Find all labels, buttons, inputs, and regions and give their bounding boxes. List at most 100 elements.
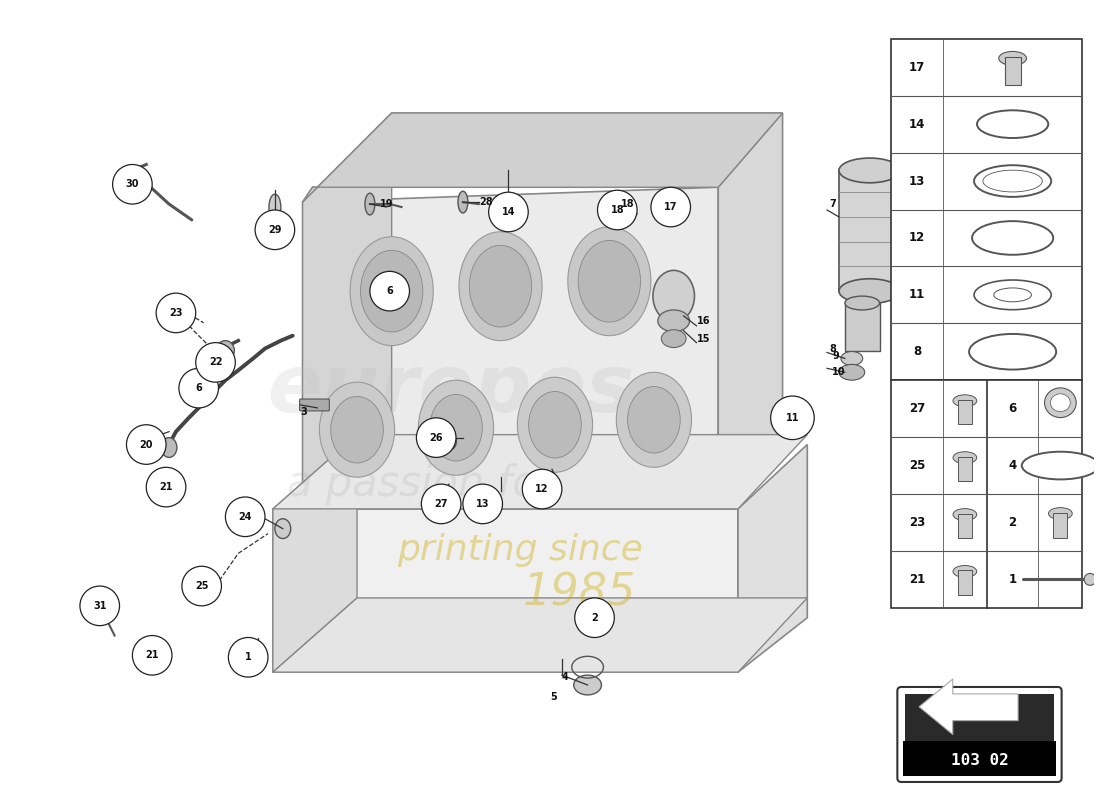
Circle shape [522, 470, 562, 509]
Ellipse shape [458, 191, 468, 213]
Text: 20: 20 [140, 439, 153, 450]
Circle shape [771, 396, 814, 439]
Ellipse shape [977, 110, 1048, 138]
Ellipse shape [331, 397, 384, 463]
Circle shape [226, 497, 265, 537]
Text: 25: 25 [195, 581, 208, 591]
Text: 11: 11 [909, 288, 925, 302]
Ellipse shape [1045, 388, 1076, 418]
Ellipse shape [840, 351, 862, 366]
Ellipse shape [217, 341, 234, 361]
Text: 12: 12 [909, 231, 925, 245]
Circle shape [229, 638, 268, 677]
Text: a passion for: a passion for [287, 463, 556, 505]
Text: 27: 27 [909, 402, 925, 415]
Ellipse shape [319, 382, 395, 477]
Ellipse shape [350, 237, 433, 346]
Ellipse shape [517, 378, 593, 472]
Text: 14: 14 [909, 118, 925, 130]
Circle shape [80, 586, 120, 626]
Text: 11: 11 [785, 413, 800, 423]
Text: 8: 8 [829, 343, 836, 354]
Ellipse shape [100, 601, 113, 618]
Text: 15: 15 [696, 334, 710, 344]
Text: 30: 30 [125, 179, 139, 190]
Text: 9: 9 [832, 351, 839, 362]
Text: 16: 16 [696, 316, 710, 326]
FancyBboxPatch shape [958, 514, 971, 538]
Ellipse shape [161, 438, 177, 458]
Ellipse shape [430, 394, 482, 461]
Text: 29: 29 [268, 225, 282, 234]
Circle shape [196, 342, 235, 382]
Text: 31: 31 [94, 601, 107, 611]
Ellipse shape [953, 566, 977, 578]
Ellipse shape [953, 395, 977, 406]
Circle shape [1085, 574, 1096, 586]
Text: 21: 21 [909, 573, 925, 586]
Text: 27: 27 [434, 499, 448, 509]
Ellipse shape [845, 296, 880, 310]
Text: 21: 21 [160, 482, 173, 492]
Polygon shape [920, 679, 1019, 734]
Text: 5: 5 [550, 692, 557, 702]
Text: 17: 17 [909, 61, 925, 74]
FancyBboxPatch shape [958, 400, 971, 425]
Text: printing since: printing since [397, 534, 644, 567]
Ellipse shape [658, 310, 690, 332]
Ellipse shape [1022, 452, 1099, 479]
Circle shape [126, 425, 166, 464]
Ellipse shape [574, 675, 602, 695]
Text: 23: 23 [169, 308, 183, 318]
Ellipse shape [365, 193, 375, 215]
Ellipse shape [418, 380, 494, 475]
Text: 12: 12 [536, 484, 549, 494]
Polygon shape [273, 509, 738, 672]
Ellipse shape [983, 170, 1043, 192]
FancyBboxPatch shape [1054, 513, 1067, 538]
Text: 4: 4 [562, 672, 569, 682]
Ellipse shape [653, 270, 694, 322]
Circle shape [132, 635, 172, 675]
FancyBboxPatch shape [1004, 58, 1021, 85]
FancyBboxPatch shape [891, 380, 1082, 608]
Text: 28: 28 [478, 197, 493, 207]
FancyBboxPatch shape [958, 457, 971, 482]
Ellipse shape [628, 386, 680, 453]
Ellipse shape [661, 330, 686, 347]
Text: 13: 13 [476, 499, 490, 509]
Text: 21: 21 [145, 650, 158, 660]
Circle shape [146, 467, 186, 507]
Text: 1: 1 [245, 652, 252, 662]
Text: 23: 23 [909, 516, 925, 529]
Text: 19: 19 [379, 199, 394, 209]
Ellipse shape [999, 51, 1026, 66]
FancyBboxPatch shape [845, 303, 880, 350]
Polygon shape [273, 598, 807, 672]
Polygon shape [302, 187, 718, 514]
Text: 8: 8 [913, 346, 922, 358]
Text: 7: 7 [829, 199, 836, 209]
Ellipse shape [270, 194, 280, 220]
Polygon shape [302, 113, 782, 202]
Ellipse shape [972, 221, 1053, 254]
Text: 10: 10 [832, 367, 846, 378]
Ellipse shape [969, 334, 1056, 370]
Ellipse shape [529, 391, 581, 458]
Ellipse shape [470, 246, 531, 327]
Text: 18: 18 [621, 199, 635, 209]
Text: 24: 24 [239, 512, 252, 522]
Circle shape [421, 484, 461, 524]
Polygon shape [738, 445, 807, 672]
Ellipse shape [1050, 394, 1070, 412]
Text: 22: 22 [209, 358, 222, 367]
Text: 25: 25 [909, 459, 925, 472]
Text: 6: 6 [196, 383, 202, 393]
Circle shape [488, 192, 528, 232]
Ellipse shape [953, 452, 977, 463]
Ellipse shape [459, 232, 542, 341]
FancyBboxPatch shape [839, 170, 900, 291]
Text: 1985: 1985 [522, 571, 637, 614]
Text: 6: 6 [386, 286, 393, 296]
Circle shape [597, 190, 637, 230]
